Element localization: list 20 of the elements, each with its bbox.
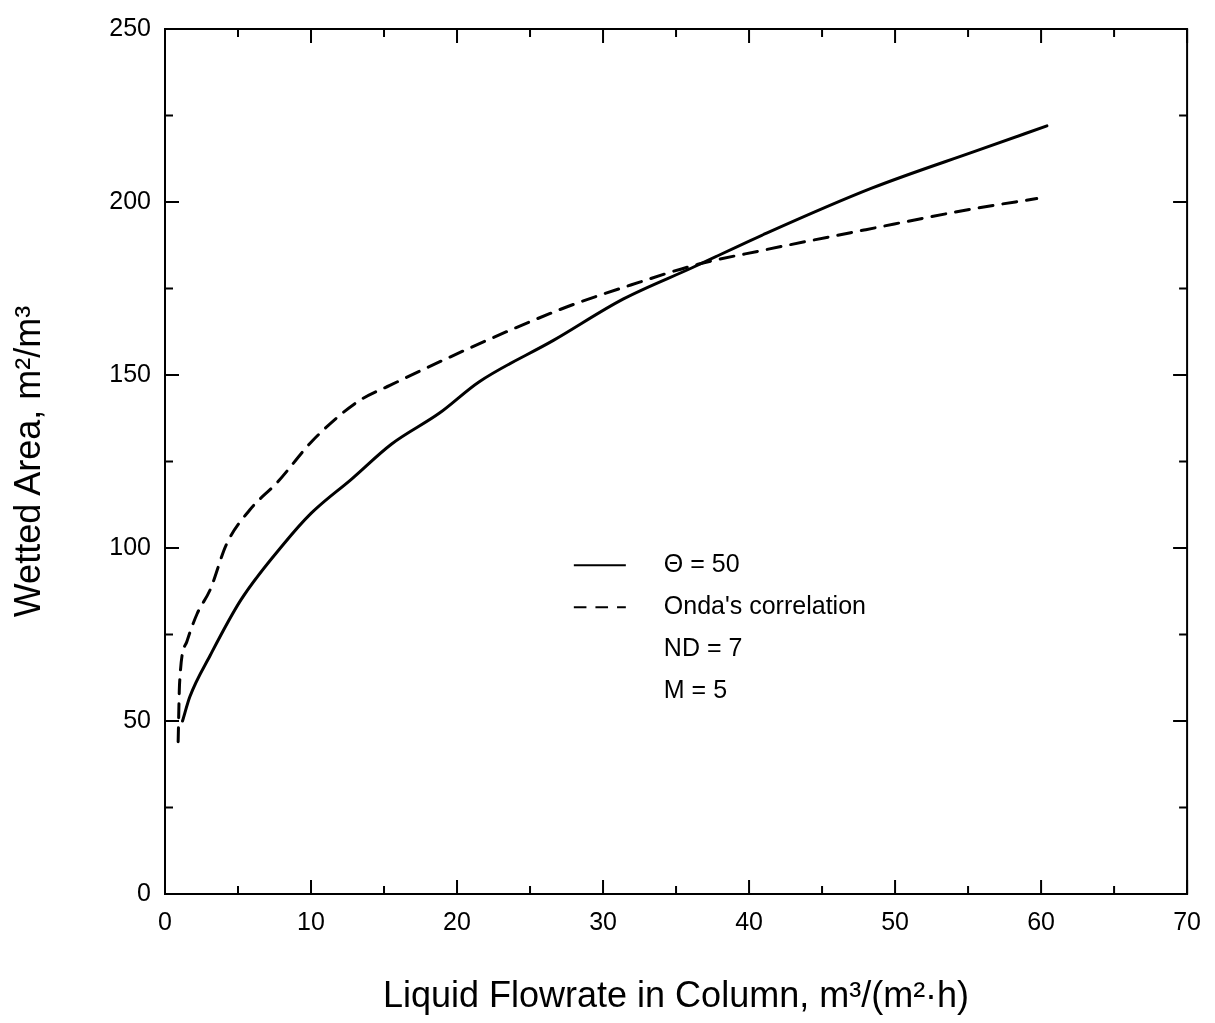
x-tick-label: 60 <box>1027 906 1055 935</box>
x-tick-label: 0 <box>158 906 172 935</box>
x-tick-label: 40 <box>735 906 763 935</box>
x-tick-label: 50 <box>881 906 909 935</box>
annotation: ND = 7 <box>663 633 743 662</box>
annotation: M = 5 <box>663 675 728 704</box>
y-tick-label: 200 <box>109 185 151 214</box>
x-axis-title: Liquid Flowrate in Column, m³/(m²·h) <box>382 974 970 1016</box>
legend-label: Onda's correlation <box>663 591 866 620</box>
legend-label: Θ = 50 <box>663 549 740 578</box>
x-tick-label: 10 <box>297 906 325 935</box>
x-tick-label: 70 <box>1173 906 1201 935</box>
x-tick-label: 20 <box>443 906 471 935</box>
x-tick-label: 30 <box>589 906 617 935</box>
y-tick-label: 0 <box>137 877 151 906</box>
y-tick-label: 50 <box>123 704 151 733</box>
y-tick-label: 150 <box>109 358 151 387</box>
y-tick-label: 100 <box>109 531 151 560</box>
y-tick-label: 250 <box>109 12 151 41</box>
y-axis-title: Wetted Area, m²/m³ <box>6 305 48 618</box>
